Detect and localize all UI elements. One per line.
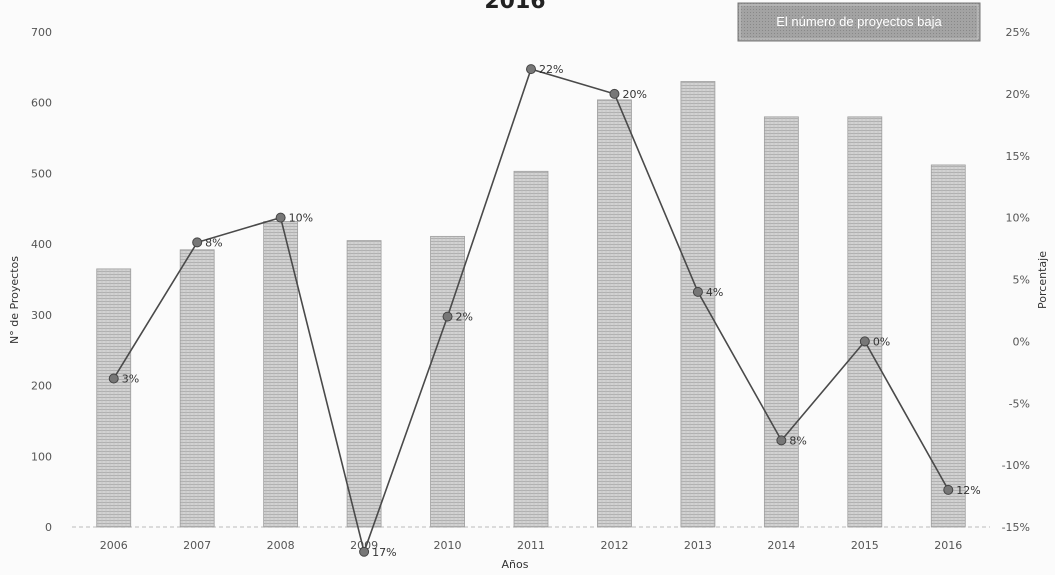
y2-tick-label: 0% bbox=[1013, 335, 1030, 348]
bar bbox=[263, 221, 299, 528]
y2-tick-label: 15% bbox=[1006, 150, 1030, 163]
annotation-text: El número de proyectos baja bbox=[776, 14, 942, 29]
y2-axis-title: Porcentaje bbox=[1036, 251, 1049, 309]
x-tick-label: 2007 bbox=[183, 539, 211, 552]
y-tick-label: 700 bbox=[31, 26, 52, 39]
y2-axis-ticks: -15% -10% -5% 0% 5% 10% 15% 20% 25% bbox=[1002, 26, 1030, 534]
bar bbox=[930, 164, 966, 528]
bar bbox=[346, 240, 382, 528]
y-tick-label: 0 bbox=[45, 521, 52, 534]
line-point bbox=[192, 237, 203, 248]
percentage-points bbox=[108, 64, 954, 557]
y-tick-label: 400 bbox=[31, 238, 52, 251]
x-tick-label: 2014 bbox=[767, 539, 795, 552]
line-point bbox=[776, 435, 787, 446]
x-tick-label: 2012 bbox=[600, 539, 628, 552]
bar bbox=[513, 170, 549, 528]
data-label: 3% bbox=[122, 373, 139, 386]
chart-title: 2016 bbox=[484, 0, 545, 14]
percentage-labels: 3% 8% 10% 17% 2% 22% 20% 4% 8% 0% 12% bbox=[122, 63, 981, 559]
y2-tick-label: 5% bbox=[1013, 274, 1030, 287]
x-tick-label: 2008 bbox=[267, 539, 295, 552]
y-tick-label: 500 bbox=[31, 167, 52, 180]
line-point bbox=[943, 484, 954, 495]
line-point bbox=[359, 546, 370, 557]
y2-tick-label: 20% bbox=[1006, 88, 1030, 101]
data-label: 12% bbox=[956, 484, 980, 497]
bar-series bbox=[96, 81, 966, 528]
data-label: 8% bbox=[205, 236, 222, 249]
data-label: 17% bbox=[372, 546, 396, 559]
data-label: 22% bbox=[539, 63, 563, 76]
y2-tick-label: -10% bbox=[1002, 459, 1030, 472]
x-tick-label: 2010 bbox=[434, 539, 462, 552]
y-tick-label: 600 bbox=[31, 97, 52, 110]
line-point bbox=[526, 64, 536, 75]
line-point bbox=[609, 88, 620, 99]
y-axis-title: N° de Proyectos bbox=[8, 256, 21, 344]
line-point bbox=[442, 311, 453, 322]
y-tick-label: 200 bbox=[31, 380, 52, 393]
y2-tick-label: -5% bbox=[1009, 397, 1030, 410]
x-tick-label: 2013 bbox=[684, 539, 712, 552]
data-label: 0% bbox=[873, 335, 890, 348]
data-label: 20% bbox=[622, 88, 646, 101]
data-label: 8% bbox=[789, 434, 806, 447]
bar bbox=[96, 268, 132, 528]
bar bbox=[763, 116, 799, 528]
y-tick-label: 100 bbox=[31, 450, 52, 463]
y2-tick-label: -15% bbox=[1002, 521, 1030, 534]
y2-tick-label: 10% bbox=[1006, 212, 1030, 225]
line-point bbox=[275, 212, 286, 223]
y-axis-ticks: 0 100 200 300 400 500 600 700 bbox=[31, 26, 52, 534]
data-label: 2% bbox=[456, 311, 473, 324]
y-tick-label: 300 bbox=[31, 309, 52, 322]
y2-tick-label: 25% bbox=[1006, 26, 1030, 39]
line-point bbox=[108, 373, 119, 384]
x-tick-label: 2011 bbox=[517, 539, 545, 552]
bar bbox=[179, 249, 215, 528]
x-axis-ticks: 2006 2007 2008 2009 2010 2011 2012 2013 2014 2015… bbox=[100, 539, 963, 552]
bar bbox=[680, 81, 716, 528]
data-label: 4% bbox=[706, 286, 723, 299]
x-tick-label: 2015 bbox=[851, 539, 879, 552]
line-point bbox=[692, 286, 703, 297]
x-tick-label: 2009 bbox=[350, 539, 378, 552]
x-tick-label: 2016 bbox=[934, 539, 962, 552]
bar bbox=[597, 99, 632, 528]
x-axis-title: Años bbox=[502, 558, 529, 571]
line-point bbox=[859, 336, 870, 347]
bar bbox=[847, 116, 883, 528]
annotation-box: El número de proyectos baja bbox=[737, 2, 981, 42]
data-label: 10% bbox=[289, 212, 313, 225]
x-tick-label: 2006 bbox=[100, 539, 128, 552]
